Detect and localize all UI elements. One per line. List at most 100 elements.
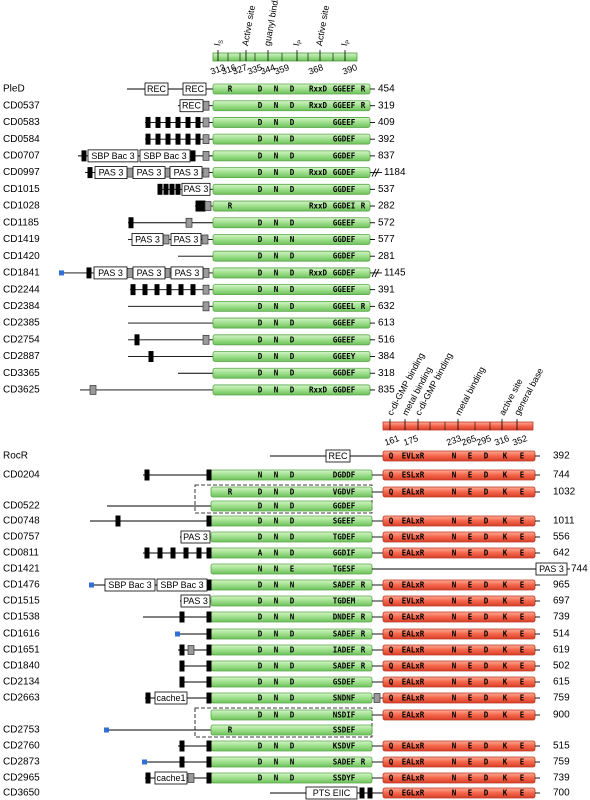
- ggdef-domain: [210, 724, 373, 736]
- tm-helix: [145, 116, 151, 128]
- domain-label: SBP Bac 3: [91, 151, 134, 161]
- residue: E: [468, 758, 473, 767]
- residue: D: [258, 101, 263, 110]
- site-label: Active site: [314, 5, 331, 47]
- residue: GGDEF: [333, 369, 356, 378]
- residue: N: [452, 789, 457, 798]
- protein-name: CD3650: [3, 788, 40, 799]
- residue: D: [290, 678, 295, 687]
- residue: GGEEL: [333, 302, 356, 311]
- residue: E: [520, 646, 525, 655]
- residue: D: [258, 319, 263, 328]
- residue: E: [520, 549, 525, 558]
- residue: E: [468, 533, 473, 542]
- residue: EALxR: [402, 774, 425, 783]
- small-domain: [202, 134, 210, 145]
- residue: D: [484, 630, 489, 639]
- protein-length: 516: [378, 334, 395, 345]
- residue: D: [258, 302, 263, 311]
- protein-length: 572: [378, 217, 395, 228]
- domain-box: [170, 266, 204, 280]
- small-domain: [162, 234, 170, 245]
- tm-helix: [185, 116, 191, 128]
- protein-length: 619: [553, 645, 570, 656]
- domain-box: [154, 771, 188, 785]
- protein-length: 514: [553, 629, 570, 640]
- residue: DGDDF: [333, 471, 356, 480]
- residue: EGLxR: [402, 789, 425, 798]
- tm-helix: [179, 644, 185, 656]
- residue: D: [484, 646, 489, 655]
- tm-helix: [359, 787, 365, 799]
- residue: D: [258, 385, 263, 394]
- position-number: 335: [246, 62, 264, 77]
- residue: D: [484, 488, 489, 497]
- domain-label: REC: [328, 451, 348, 461]
- residue: K: [503, 742, 508, 751]
- site-label-text: I: [291, 43, 301, 47]
- residue: N: [274, 85, 279, 94]
- protein-name: CD1015: [3, 184, 40, 195]
- residue: N: [274, 218, 279, 227]
- residue: N: [274, 517, 279, 526]
- domain-box: [154, 691, 188, 705]
- residue: E: [468, 789, 473, 798]
- residue: K: [503, 646, 508, 655]
- residue: D: [258, 252, 263, 261]
- tm-helix: [169, 183, 175, 195]
- tm-helix: [144, 547, 150, 559]
- residue: N: [452, 742, 457, 751]
- residue: E: [520, 471, 525, 480]
- protein-name: CD0204: [3, 470, 40, 481]
- protein-name: CD1419: [3, 234, 40, 245]
- residue: D: [258, 218, 263, 227]
- residue: R: [361, 85, 366, 94]
- residue: D: [290, 471, 295, 480]
- residue: N: [274, 613, 279, 622]
- residue: EALxR: [402, 678, 425, 687]
- residue: N: [258, 565, 263, 574]
- position-number: 316: [220, 62, 238, 77]
- position-number: 316: [493, 433, 511, 448]
- residue: K: [503, 678, 508, 687]
- protein-length: 1032: [553, 487, 576, 498]
- tm-helix: [206, 676, 212, 688]
- position-number: 368: [307, 62, 325, 77]
- small-domain: [201, 234, 209, 245]
- residue: GGDEF: [333, 252, 356, 261]
- residue: D: [290, 488, 295, 497]
- residue: GGEEF: [333, 101, 356, 110]
- protein-length: 744: [571, 564, 588, 575]
- residue: Q: [389, 742, 394, 751]
- residue: Q: [389, 533, 394, 542]
- break-mark: [374, 268, 380, 278]
- domain-box: [180, 530, 211, 544]
- residue: D: [290, 774, 295, 783]
- paralog-group: [194, 707, 373, 738]
- domain-label: PAS 3: [183, 596, 208, 606]
- domain-label: REC: [185, 84, 205, 94]
- residue: N: [274, 565, 279, 574]
- position-number: 175: [402, 433, 420, 448]
- protein-name: CD2873: [3, 757, 40, 768]
- residue: Q: [389, 694, 394, 703]
- break-mark: [374, 168, 380, 177]
- residue: N: [452, 488, 457, 497]
- residue: N: [274, 135, 279, 144]
- tm-helix: [206, 660, 212, 672]
- residue: E: [468, 549, 473, 558]
- small-domain: [202, 117, 210, 128]
- tm-helix: [87, 167, 93, 179]
- residue: SADEF: [333, 758, 356, 767]
- residue: SADEF: [333, 630, 356, 639]
- protein-name: CD0811: [3, 548, 39, 559]
- small-domain: [202, 167, 210, 178]
- residue: R: [228, 85, 233, 94]
- residue: R: [228, 488, 233, 497]
- residue: D: [290, 319, 295, 328]
- domain-box: [181, 182, 211, 196]
- signal-peptide: [89, 582, 94, 588]
- site-label: guanyl binding: [262, 0, 282, 47]
- site-label-sub: P: [297, 39, 304, 44]
- residue: D: [484, 694, 489, 703]
